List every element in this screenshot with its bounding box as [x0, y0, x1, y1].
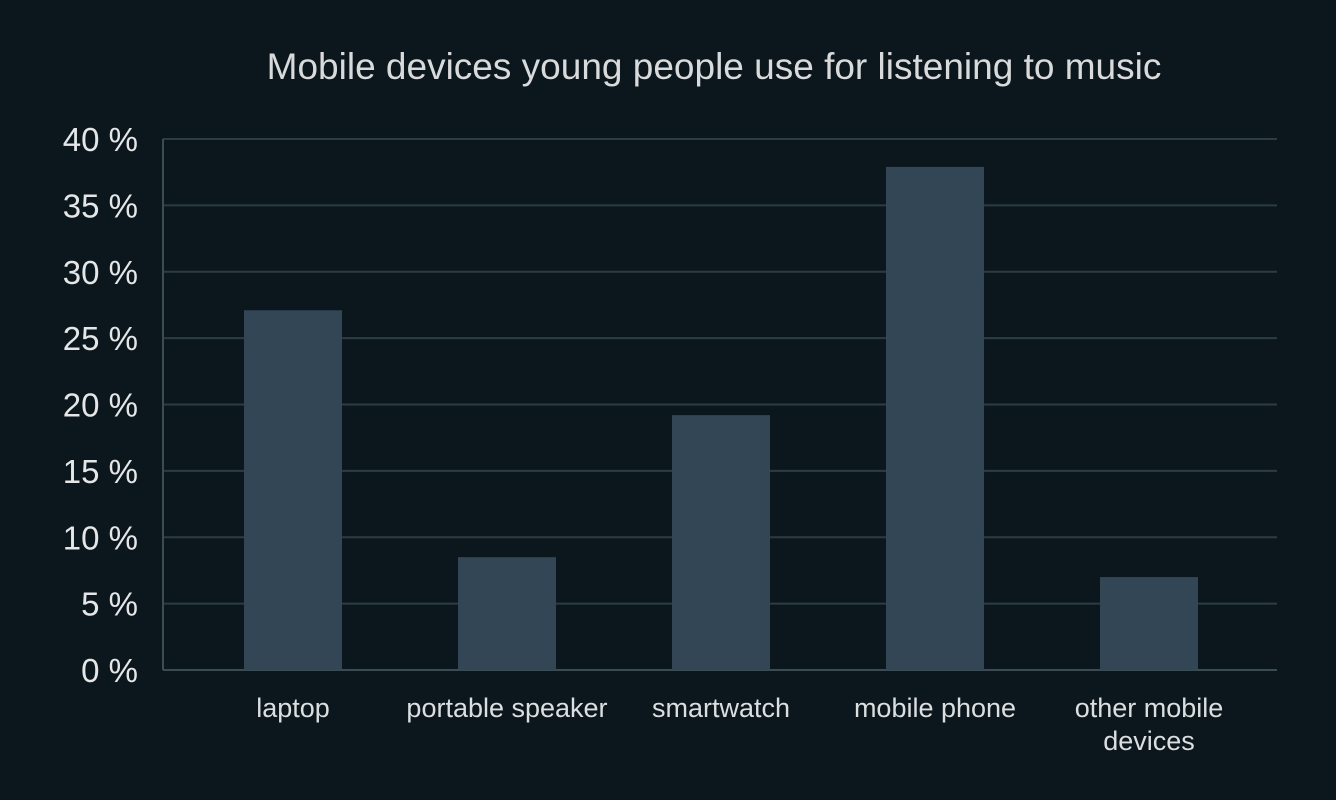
x-tick-label: smartwatch	[652, 693, 790, 723]
y-tick-label: 25 %	[63, 320, 138, 357]
y-tick-label: 20 %	[63, 387, 138, 424]
y-tick-label: 15 %	[63, 453, 138, 490]
x-tick-label: portable speaker	[406, 693, 607, 723]
chart-title: Mobile devices young people use for list…	[267, 46, 1162, 87]
bar-portable-speaker	[458, 557, 556, 670]
grid-lines	[162, 138, 1277, 671]
y-tick-label: 0 %	[81, 652, 138, 689]
x-axis-ticks: laptop portable speaker smartwatch mobile p…	[256, 693, 1223, 756]
bars	[244, 166, 1198, 670]
bar-other-mobile-devices	[1100, 577, 1198, 670]
bar-mobile-phone	[886, 166, 984, 670]
x-tick-label: laptop	[256, 693, 330, 723]
y-tick-label: 5 %	[81, 586, 138, 623]
x-tick-label: mobile phone	[854, 693, 1016, 723]
y-tick-label: 30 %	[63, 254, 138, 291]
y-tick-label: 10 %	[63, 519, 138, 556]
y-tick-label: 40 %	[63, 121, 138, 158]
y-axis-ticks: 0 % 5 % 10 % 15 % 20 % 25 % 30 % 35 % 40 %	[63, 121, 138, 689]
y-tick-label: 35 %	[63, 187, 138, 224]
bar-laptop	[244, 310, 342, 670]
bar-smartwatch	[672, 415, 770, 670]
x-tick-label: other mobile devices	[1075, 693, 1224, 756]
